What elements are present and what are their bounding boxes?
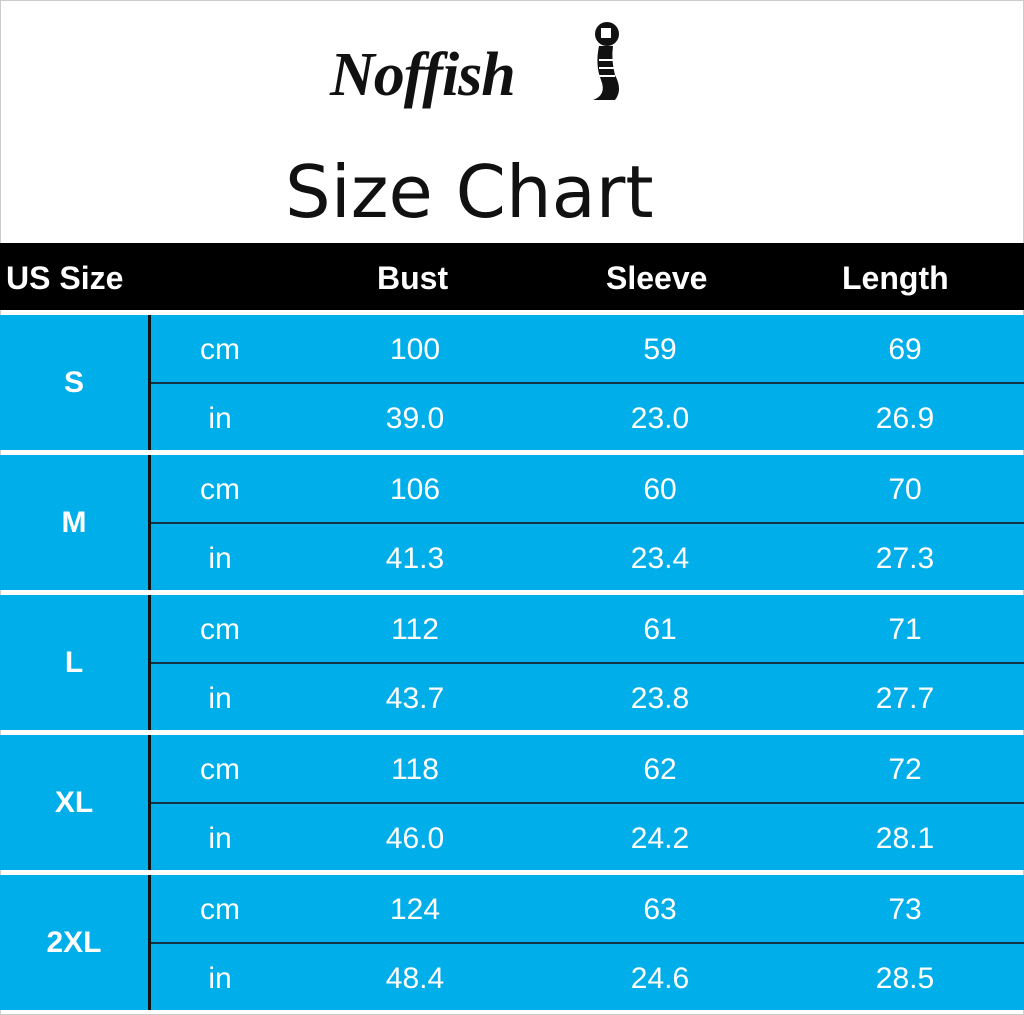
cell-bust: 48.4 <box>385 962 445 995</box>
cell-sleeve: 24.6 <box>630 962 690 995</box>
cell-bust: 46.0 <box>385 822 445 855</box>
cell-bust: 112 <box>391 613 439 646</box>
size-label: XL <box>0 735 151 870</box>
logo-figure-icon <box>593 22 619 100</box>
cell-bust: 43.7 <box>385 682 445 715</box>
size-group-xl: XL cm 118 62 72 in 46.0 24.2 28.1 <box>0 735 1024 870</box>
table-row-in: in 48.4 24.6 28.5 <box>151 944 1024 1011</box>
cell-unit: cm <box>200 473 240 506</box>
table-row-cm: cm 118 62 72 <box>151 735 1024 804</box>
cell-length: 70 <box>888 473 922 506</box>
table-row-in: in 39.0 23.0 26.9 <box>151 384 1024 451</box>
cell-length: 27.7 <box>875 682 935 715</box>
cell-unit: cm <box>200 613 240 646</box>
cell-bust: 41.3 <box>385 542 445 575</box>
table-row-in: in 43.7 23.8 27.7 <box>151 664 1024 731</box>
cell-unit: cm <box>200 333 240 366</box>
table-row-cm: cm 112 61 71 <box>151 595 1024 664</box>
size-label: S <box>0 315 151 450</box>
cell-length: 71 <box>888 613 922 646</box>
cell-unit: in <box>208 682 232 715</box>
table-row-in: in 46.0 24.2 28.1 <box>151 804 1024 871</box>
cell-bust: 39.0 <box>385 402 445 435</box>
cell-bust: 100 <box>389 333 441 366</box>
cell-bust: 106 <box>389 473 441 506</box>
page-title: Size Chart <box>285 150 654 234</box>
cell-length: 27.3 <box>875 542 935 575</box>
cell-unit: cm <box>200 893 240 926</box>
cell-bust: 118 <box>391 753 439 786</box>
cell-unit: in <box>208 962 232 995</box>
cell-sleeve: 61 <box>643 613 677 646</box>
header-bust: Bust <box>377 260 449 296</box>
cell-unit: in <box>208 542 232 575</box>
cell-length: 28.1 <box>875 822 935 855</box>
cell-length: 72 <box>888 753 922 786</box>
size-label: L <box>0 595 151 730</box>
cell-sleeve: 23.4 <box>630 542 690 575</box>
cell-length: 73 <box>888 893 922 926</box>
table-row-cm: cm 100 59 69 <box>151 315 1024 384</box>
table-row-cm: cm 106 60 70 <box>151 455 1024 524</box>
size-group-2xl: 2XL cm 124 63 73 in 48.4 24.6 28.5 <box>0 875 1024 1010</box>
cell-sleeve: 63 <box>643 893 677 926</box>
table-header: US Size Bust Sleeve Length <box>0 243 1024 310</box>
cell-length: 69 <box>888 333 922 366</box>
cell-unit: in <box>208 402 232 435</box>
table-row-in: in 41.3 23.4 27.3 <box>151 524 1024 591</box>
size-label: M <box>0 455 151 590</box>
cell-length: 26.9 <box>875 402 935 435</box>
cell-sleeve: 23.0 <box>630 402 690 435</box>
cell-sleeve: 59 <box>643 333 677 366</box>
cell-sleeve: 62 <box>643 753 677 786</box>
header-sleeve: Sleeve <box>606 260 708 296</box>
cell-unit: cm <box>200 753 240 786</box>
header-us-size: US Size <box>6 260 124 296</box>
cell-bust: 124 <box>389 893 441 926</box>
cell-sleeve: 24.2 <box>630 822 690 855</box>
cell-sleeve: 23.8 <box>630 682 690 715</box>
cell-unit: in <box>208 822 232 855</box>
table-row-cm: cm 124 63 73 <box>151 875 1024 944</box>
size-label: 2XL <box>0 875 151 1010</box>
cell-length: 28.5 <box>875 962 935 995</box>
brand-logo: Noffish <box>330 41 516 109</box>
header-length: Length <box>842 260 949 296</box>
cell-sleeve: 60 <box>643 473 677 506</box>
